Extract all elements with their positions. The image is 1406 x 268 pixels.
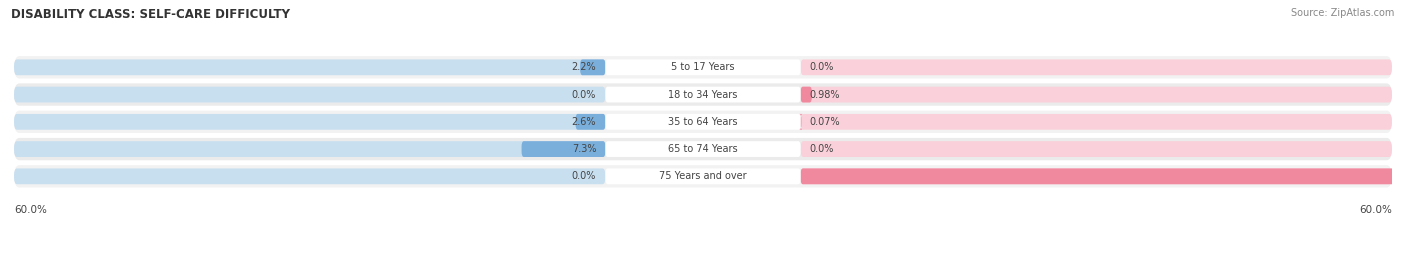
- FancyBboxPatch shape: [606, 141, 800, 157]
- FancyBboxPatch shape: [14, 168, 606, 184]
- Text: 0.07%: 0.07%: [810, 117, 841, 127]
- FancyBboxPatch shape: [14, 59, 606, 75]
- FancyBboxPatch shape: [581, 59, 606, 75]
- FancyBboxPatch shape: [799, 114, 803, 130]
- Text: 5 to 17 Years: 5 to 17 Years: [671, 62, 735, 72]
- FancyBboxPatch shape: [606, 114, 800, 130]
- FancyBboxPatch shape: [14, 141, 606, 157]
- FancyBboxPatch shape: [14, 111, 1392, 133]
- Text: 2.6%: 2.6%: [572, 117, 596, 127]
- FancyBboxPatch shape: [575, 114, 606, 130]
- FancyBboxPatch shape: [522, 141, 606, 157]
- Text: 0.0%: 0.0%: [572, 90, 596, 100]
- Text: 65 to 74 Years: 65 to 74 Years: [668, 144, 738, 154]
- FancyBboxPatch shape: [606, 168, 800, 184]
- FancyBboxPatch shape: [800, 168, 1392, 184]
- FancyBboxPatch shape: [14, 114, 606, 130]
- FancyBboxPatch shape: [606, 87, 800, 102]
- FancyBboxPatch shape: [606, 59, 800, 75]
- Text: 0.0%: 0.0%: [810, 62, 834, 72]
- Text: 35 to 64 Years: 35 to 64 Years: [668, 117, 738, 127]
- Text: 0.0%: 0.0%: [572, 171, 596, 181]
- FancyBboxPatch shape: [800, 168, 1406, 184]
- Text: DISABILITY CLASS: SELF-CARE DIFFICULTY: DISABILITY CLASS: SELF-CARE DIFFICULTY: [11, 8, 290, 21]
- FancyBboxPatch shape: [800, 87, 811, 102]
- Text: 0.98%: 0.98%: [810, 90, 841, 100]
- FancyBboxPatch shape: [800, 59, 1392, 75]
- FancyBboxPatch shape: [14, 165, 1392, 188]
- Text: 60.0%: 60.0%: [1360, 205, 1392, 215]
- Text: 0.0%: 0.0%: [810, 144, 834, 154]
- FancyBboxPatch shape: [14, 56, 1392, 79]
- FancyBboxPatch shape: [14, 83, 1392, 106]
- FancyBboxPatch shape: [800, 114, 1392, 130]
- FancyBboxPatch shape: [14, 138, 1392, 160]
- Text: 60.0%: 60.0%: [14, 205, 46, 215]
- Text: 2.2%: 2.2%: [572, 62, 596, 72]
- Text: 18 to 34 Years: 18 to 34 Years: [668, 90, 738, 100]
- FancyBboxPatch shape: [800, 87, 1392, 102]
- FancyBboxPatch shape: [14, 87, 606, 102]
- FancyBboxPatch shape: [800, 141, 1392, 157]
- Text: 7.3%: 7.3%: [572, 144, 596, 154]
- Text: Source: ZipAtlas.com: Source: ZipAtlas.com: [1291, 8, 1395, 18]
- Text: 75 Years and over: 75 Years and over: [659, 171, 747, 181]
